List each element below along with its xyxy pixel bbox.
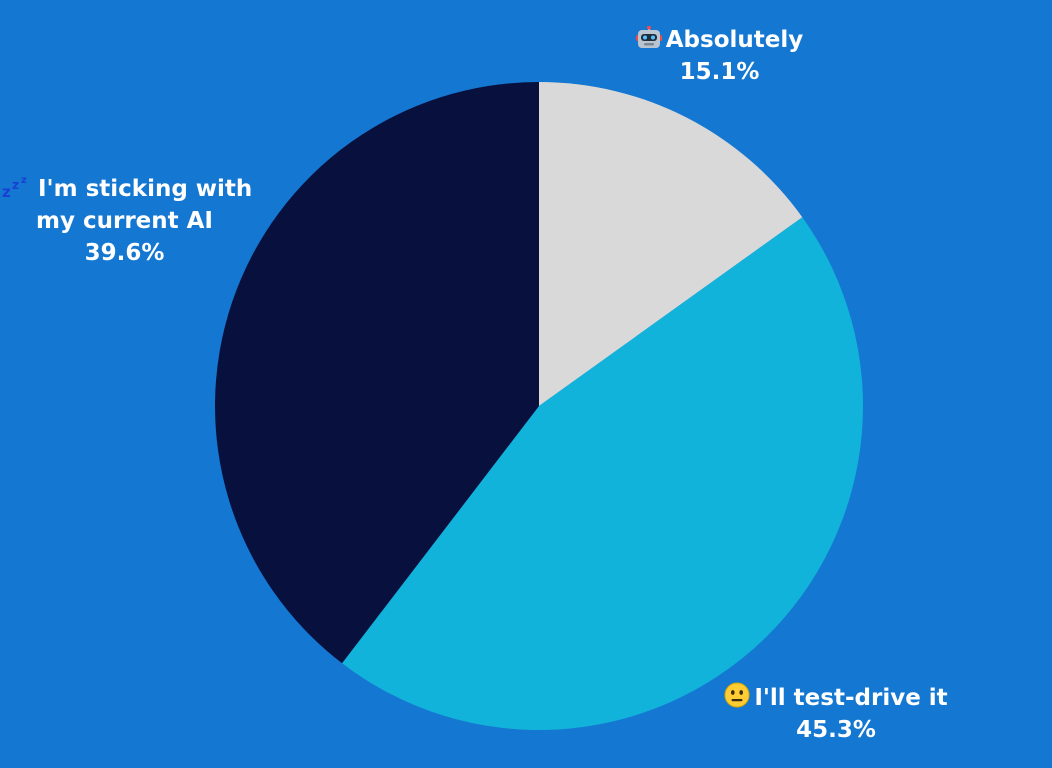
slice-label-test-drive: I'll test-drive it 45.3% [722,682,950,746]
slice-label-test-drive-name: I'll test-drive it [754,685,948,711]
slice-label-absolutely-name-line: Absolutely [632,24,807,56]
slice-label-test-drive-name-line: I'll test-drive it [722,682,950,714]
robot-icon [635,26,662,48]
slice-label-sticking-line-1-text: I'm sticking with [38,176,253,202]
slice-label-test-drive-value: 45.3% [796,717,876,743]
slice-label-absolutely-name: Absolutely [665,27,804,53]
svg-text:z: z [2,183,11,199]
svg-text:z: z [21,175,27,186]
neutral-face-icon [724,682,750,708]
svg-text:z: z [12,178,19,192]
slice-label-sticking: z z z I'm sticking with my current AI 39… [2,173,252,269]
slice-label-sticking-name: z z z I'm sticking with my current AI [2,173,252,237]
slice-label-sticking-line-1: z z z I'm sticking with [2,173,252,205]
pie-slice-i-m-sticking-with-my-current-ai [215,82,539,664]
slice-label-absolutely: Absolutely 15.1% [632,24,807,88]
slice-label-sticking-value: 39.6% [84,240,165,266]
slice-label-absolutely-value: 15.1% [679,59,760,85]
pie-slice-absolutely [539,82,803,406]
pie-slice-i-ll-test-drive-it [342,217,863,730]
pie-slices [215,82,863,730]
slice-label-sticking-line-2: my current AI [36,208,213,234]
zzz-icon: z z z [2,175,27,199]
